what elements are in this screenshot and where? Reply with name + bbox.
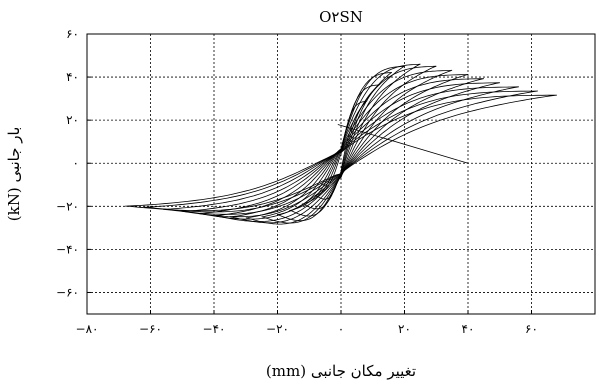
y-tick-label: −۶۰ xyxy=(56,285,79,299)
y-axis-ticks: ۶۰ ۴۰ ۲۰ ۰ −۲۰ −۴۰ −۶۰ xyxy=(56,27,91,299)
hysteresis-loop-9 xyxy=(182,82,500,218)
y-tick-label: ۴۰ xyxy=(66,70,79,84)
hysteresis-loop-4 xyxy=(261,63,421,224)
x-tick-label: ۴۰ xyxy=(462,322,475,336)
hysteresis-loops xyxy=(125,63,557,225)
hysteresis-loop-7 xyxy=(213,74,469,222)
hysteresis-loop-8 xyxy=(198,78,484,220)
hysteresis-loop-2 xyxy=(288,72,393,217)
x-tick-label: ۰ xyxy=(338,322,344,336)
y-tick-label: ۰ xyxy=(73,156,79,170)
y-tick-label: −۴۰ xyxy=(56,242,79,256)
x-tick-label: ۶۰ xyxy=(525,322,538,336)
y-tick-label: −۲۰ xyxy=(56,199,79,213)
unloading-segment xyxy=(337,124,469,164)
x-tick-label: −۶۰ xyxy=(139,322,162,336)
hysteresis-loop-5 xyxy=(245,65,437,225)
x-tick-label: −۲۰ xyxy=(266,322,289,336)
x-axis-label: تغییر مکان جانبی (mm) xyxy=(266,362,416,380)
hysteresis-loop-6 xyxy=(229,69,453,224)
x-axis-ticks: −۸۰ −۶۰ −۴۰ −۲۰ ۰ ۲۰ ۴۰ ۶۰ xyxy=(76,310,538,336)
y-tick-label: ۲۰ xyxy=(66,113,79,127)
x-tick-label: −۸۰ xyxy=(76,322,99,336)
hysteresis-loop-12 xyxy=(125,94,557,212)
hysteresis-loop-11 xyxy=(144,90,538,213)
hysteresis-loop-10 xyxy=(163,86,519,215)
y-axis-label: بار جانبی (kN) xyxy=(5,127,23,222)
chart-title: O۲SN xyxy=(319,8,363,26)
hysteresis-loop-3 xyxy=(277,65,405,222)
x-tick-label: ۲۰ xyxy=(398,322,411,336)
y-tick-label: ۶۰ xyxy=(66,27,79,41)
x-tick-label: −۴۰ xyxy=(203,322,226,336)
